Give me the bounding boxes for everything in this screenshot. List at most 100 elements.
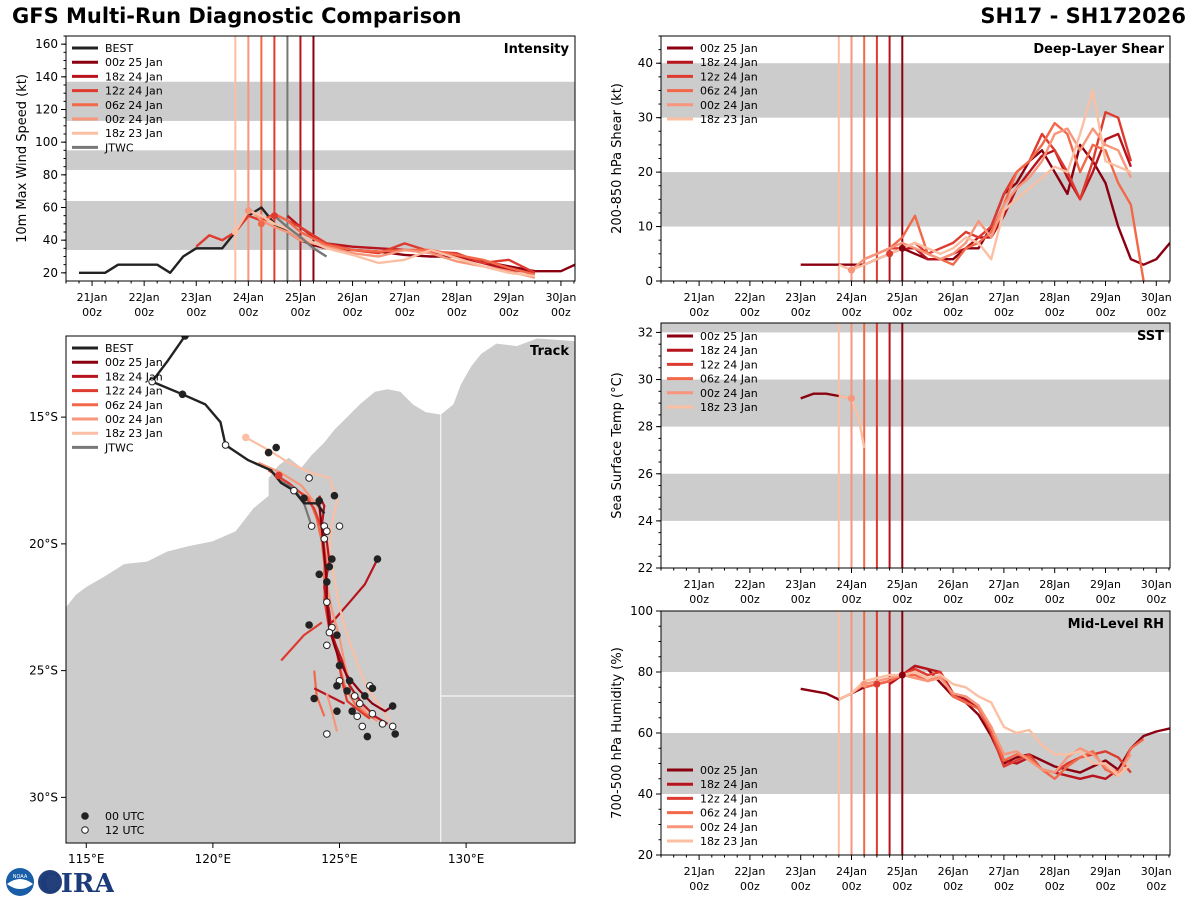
track-legend-dot-12utc xyxy=(81,826,89,834)
shear-xtick-label-hour: 00z xyxy=(791,306,811,319)
intensity-xtick-label-hour: 00z xyxy=(291,306,311,319)
sst-ylabel: Sea Surface Temp (°C) xyxy=(610,372,625,519)
track-dot-12utc xyxy=(323,598,331,606)
track-line-00z-25-jan xyxy=(318,503,394,713)
track-dot-00utc xyxy=(315,496,324,505)
intensity-title: Intensity xyxy=(504,42,570,57)
shear-xtick-label-hour: 00z xyxy=(994,306,1014,319)
track-dot-00utc xyxy=(373,555,382,563)
track-dot-12utc xyxy=(350,692,359,700)
rh-xtick-label-hour: 00z xyxy=(689,880,709,893)
intensity-xtick-label-day: 23Jan xyxy=(181,291,212,304)
intensity-xtick-label-day: 22Jan xyxy=(129,291,160,304)
sst-xtick-label-hour: 00z xyxy=(943,593,963,606)
sst-band-2 xyxy=(661,323,1170,333)
track-dot-00utc xyxy=(391,730,400,738)
sst-xtick-label-day: 29Jan xyxy=(1090,578,1121,591)
sst-frame xyxy=(660,322,1171,569)
rh-xtick-label-hour: 00z xyxy=(1045,880,1065,893)
intensity-xtick-label-hour: 00z xyxy=(447,306,467,319)
track-dot-00utc xyxy=(388,702,397,710)
intensity-ytick-label: 160 xyxy=(35,37,58,51)
track-legend-label-06z-24-jan: 06z 24 Jan xyxy=(105,399,163,412)
shear-xtick-label-day: 22Jan xyxy=(734,291,765,304)
track-dot-12utc xyxy=(323,527,331,535)
track-dot-00utc xyxy=(328,555,336,563)
intensity-xtick-label-hour: 00z xyxy=(82,306,102,319)
shear-xtick-label-day: 24Jan xyxy=(836,291,867,304)
shear-marker-12z-24-jan xyxy=(886,250,894,258)
intensity-ytick-label: 20 xyxy=(43,266,58,280)
sst-plot-area xyxy=(661,323,1170,568)
rh-xtick-label-day: 26Jan xyxy=(938,865,969,878)
intensity-series-jtwc xyxy=(273,214,328,258)
shear-xtick-label-day: 25Jan xyxy=(887,291,918,304)
track-legend-label-18z-23-jan: 18z 23 Jan xyxy=(105,427,163,440)
sst-legend-label-18z-23-jan: 18z 23 Jan xyxy=(700,401,758,414)
rh-xtick-label-day: 30Jan xyxy=(1141,865,1172,878)
shear-ytick-label: 40 xyxy=(638,56,653,70)
sst-xtick-label-day: 24Jan xyxy=(836,578,867,591)
shear-ylabel: 200-850 hPa Shear (kt) xyxy=(610,83,625,234)
intensity-xtick-label-hour: 00z xyxy=(134,306,154,319)
intensity-xtick-label-day: 26Jan xyxy=(337,291,368,304)
shear-legend-label-18z-23-jan: 18z 23 Jan xyxy=(700,113,758,126)
rh-band-0 xyxy=(661,733,1170,794)
intensity-legend-label-best: BEST xyxy=(105,42,133,55)
sst-xtick-label-day: 22Jan xyxy=(734,578,765,591)
track-dot-12utc xyxy=(290,486,298,495)
track-dot-00utc xyxy=(361,692,369,700)
track-dot-00utc xyxy=(363,732,372,741)
rh-legend-label-12z-24-jan: 12z 24 Jan xyxy=(700,792,758,805)
track-legend-label-12z-24-jan: 12z 24 Jan xyxy=(105,385,163,398)
intensity-xtick-label-hour: 00z xyxy=(551,306,571,319)
shear-xtick-label-hour: 00z xyxy=(943,306,963,319)
shear-legend-label-18z-24-jan: 18z 24 Jan xyxy=(700,56,758,69)
track-xtick-label: 115°E xyxy=(68,852,105,866)
track-dot-12utc xyxy=(307,522,316,530)
track-dot-12utc xyxy=(358,722,367,731)
intensity-band-1 xyxy=(66,150,575,170)
track-plot-area xyxy=(66,336,575,843)
track-dot-00utc xyxy=(315,570,324,579)
track-dot-00utc xyxy=(178,390,187,399)
shear-legend-label-06z-24-jan: 06z 24 Jan xyxy=(700,85,758,98)
track-panel: 115°E 120°E 125°E 130°E 15°S 20°S 25°S 30°S Trac… xyxy=(29,335,576,866)
sst-ytick-label: 32 xyxy=(638,325,653,339)
intensity-legend-label-00z-25-jan: 00z 25 Jan xyxy=(105,56,163,69)
shear-xtick-label-hour: 00z xyxy=(842,306,862,319)
rh-legend-label-18z-23-jan: 18z 23 Jan xyxy=(700,835,758,848)
intensity-marker-12z-24-jan xyxy=(270,212,278,220)
track-dot-12utc xyxy=(355,699,364,708)
intensity-marker-00z-24-jan xyxy=(244,207,252,215)
shear-xtick-label-day: 29Jan xyxy=(1090,291,1121,304)
rh-xtick-label-day: 21Jan xyxy=(684,865,715,878)
sst-xtick-label-day: 23Jan xyxy=(785,578,816,591)
shear-series-00z-24-jan xyxy=(850,127,1132,272)
shear-xtick-label-hour: 00z xyxy=(1045,306,1065,319)
track-frame xyxy=(65,335,576,844)
intensity-ytick-label: 40 xyxy=(43,233,58,247)
sst-marker-00z-24-jan xyxy=(847,394,855,402)
sst-xtick-label-hour: 00z xyxy=(892,593,912,606)
track-run-dot-18z-23-jan xyxy=(241,433,250,442)
sst-ytick-label: 30 xyxy=(638,373,653,387)
shear-xtick-label-hour: 00z xyxy=(740,306,760,319)
track-dot-00utc xyxy=(343,687,351,695)
sst-xtick-label-day: 26Jan xyxy=(938,578,969,591)
track-dot-00utc xyxy=(272,443,280,452)
track-dot-12utc xyxy=(323,730,331,738)
shear-legend-label-12z-24-jan: 12z 24 Jan xyxy=(700,70,758,83)
intensity-legend-label-12z-24-jan: 12z 24 Jan xyxy=(105,85,163,98)
intensity-series-18z-23-jan xyxy=(234,209,536,278)
shear-xtick-label-day: 30Jan xyxy=(1141,291,1172,304)
track-legend-label-00z-25-jan: 00z 25 Jan xyxy=(105,356,163,369)
shear-xtick-label-hour: 00z xyxy=(892,306,912,319)
intensity-xtick-label-day: 21Jan xyxy=(77,291,108,304)
intensity-xtick-label-hour: 00z xyxy=(395,306,415,319)
shear-xtick-label-day: 21Jan xyxy=(684,291,715,304)
track-dot-00utc xyxy=(333,707,341,715)
track-dot-12utc xyxy=(148,377,156,386)
rh-plot-area xyxy=(661,611,1170,855)
rh-legend-label-00z-25-jan: 00z 25 Jan xyxy=(700,764,758,777)
